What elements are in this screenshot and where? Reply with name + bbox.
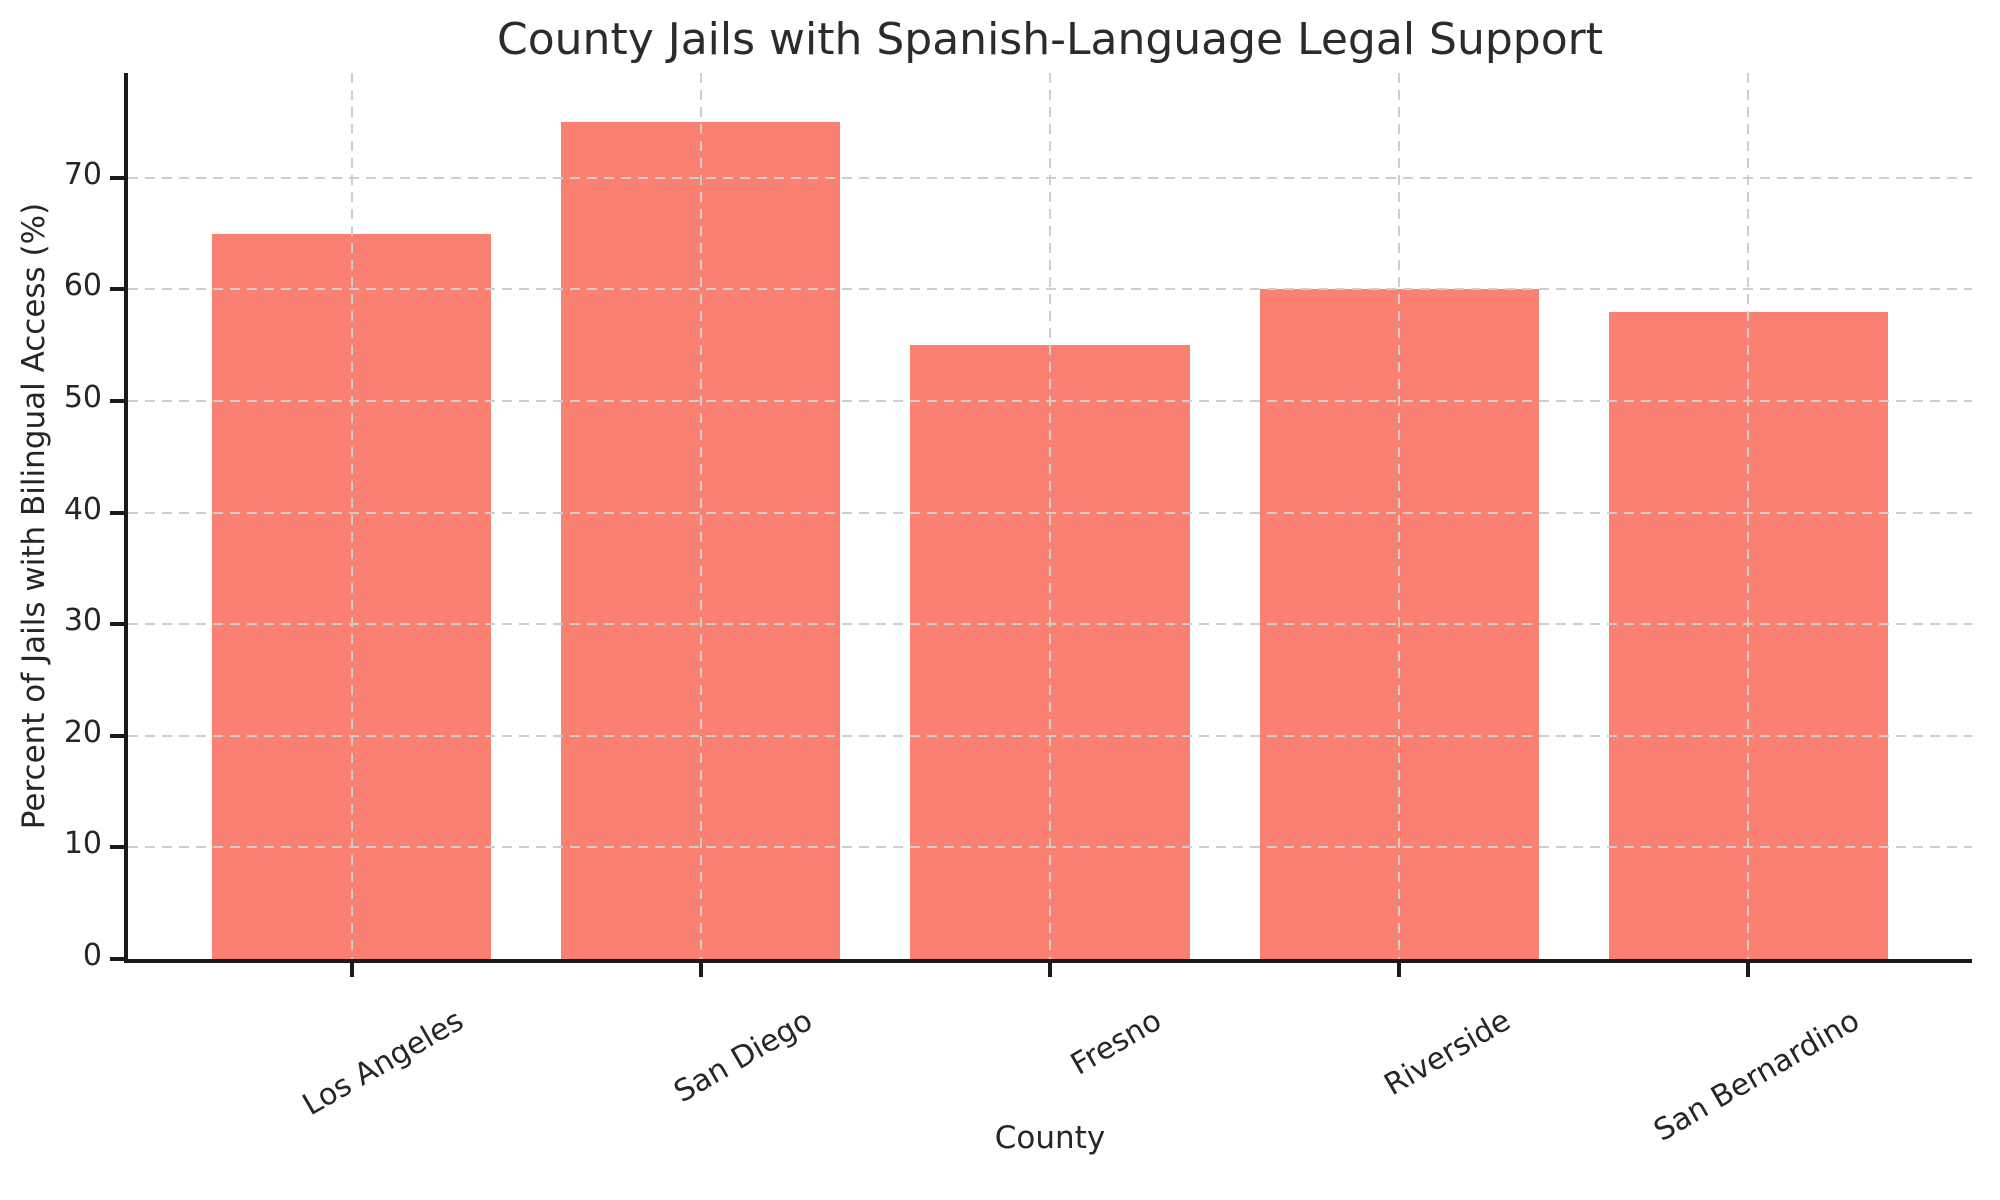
y-tick-label: 70: [63, 156, 102, 192]
x-axis-spine: [124, 959, 1972, 963]
y-tick-label: 50: [63, 380, 102, 416]
y-tick-mark: [110, 510, 124, 515]
x-tick-label: Los Angeles: [296, 1003, 470, 1123]
gridline-vertical: [699, 73, 702, 959]
chart-title: County Jails with Spanish-Language Legal…: [497, 14, 1603, 65]
y-tick-label: 30: [63, 603, 102, 639]
y-tick-mark: [110, 622, 124, 627]
x-tick-mark: [349, 963, 354, 977]
x-tick-mark: [1397, 963, 1402, 977]
y-axis-spine: [124, 73, 128, 963]
y-tick-label: 40: [63, 491, 102, 527]
y-tick-mark: [110, 733, 124, 738]
y-tick-label: 10: [63, 826, 102, 862]
y-tick-mark: [110, 845, 124, 850]
y-tick-label: 60: [63, 268, 102, 304]
x-axis-label: County: [994, 1120, 1106, 1156]
x-tick-mark: [698, 963, 703, 977]
y-tick-label: 0: [82, 938, 102, 973]
y-tick-mark: [110, 957, 124, 961]
gridline-vertical: [350, 73, 353, 959]
gridline-vertical: [1398, 73, 1401, 959]
y-tick-mark: [110, 175, 124, 180]
gridline-vertical: [1049, 73, 1051, 959]
x-tick-mark: [1746, 963, 1751, 977]
y-tick-mark: [110, 287, 124, 292]
gridline-vertical: [1747, 73, 1750, 959]
y-tick-mark: [110, 399, 124, 404]
x-tick-mark: [1048, 963, 1052, 977]
y-tick-label: 20: [63, 714, 102, 750]
